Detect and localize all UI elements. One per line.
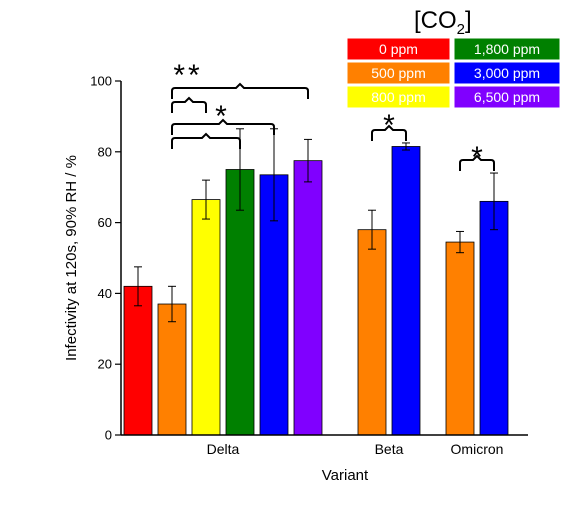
significance-layer: *** ** — [171, 59, 495, 174]
bar-beta-500ppm — [357, 229, 387, 436]
bar-delta-6500ppm — [293, 160, 323, 436]
significance-bracket: * — [371, 109, 407, 142]
legend-swatch — [453, 37, 561, 61]
significance-label: ** — [173, 59, 202, 92]
legend-swatch — [453, 85, 561, 109]
y-tick-label: 0 — [105, 428, 112, 443]
legend-swatch — [346, 61, 451, 85]
error-bar — [490, 172, 498, 231]
error-bar — [402, 142, 410, 151]
legend-label: 0 ppm — [379, 41, 418, 57]
bar-delta-1800ppm — [225, 169, 255, 436]
category-label-beta: Beta — [375, 441, 404, 457]
error-bar — [368, 209, 376, 250]
legend-label: 1,800 ppm — [474, 41, 540, 57]
legend-entry: 3,000 ppm — [453, 61, 561, 85]
legend-swatch — [346, 85, 451, 109]
y-tick-label: 60 — [98, 215, 112, 230]
y-axis-title: Infectivity at 120s, 90% RH / % — [63, 155, 80, 361]
bar-delta-0ppm — [123, 285, 153, 436]
legend-entry: 0 ppm — [346, 37, 451, 61]
legend-swatch — [453, 61, 561, 85]
legend: [CO2] 0 ppm 1,800 ppm 500 ppm 3,000 ppm 800 … — [346, 7, 561, 109]
significance-label: * — [215, 100, 227, 133]
significance-label: * — [471, 141, 483, 174]
legend-entry: 6,500 ppm — [453, 85, 561, 109]
legend-title-end: ] — [465, 7, 472, 34]
category-label-omicron: Omicron — [451, 441, 504, 457]
bars-layer — [123, 146, 509, 436]
legend-title: [CO2] — [414, 7, 472, 38]
bar-omicron-500ppm — [445, 241, 475, 436]
error-bar — [456, 230, 464, 254]
legend-entry: 500 ppm — [346, 61, 451, 85]
axes-layer — [120, 81, 528, 436]
significance-bracket: * — [459, 141, 495, 174]
legend-label: 3,000 ppm — [474, 65, 540, 81]
significance-bracket — [171, 132, 241, 149]
bar-delta-800ppm — [191, 199, 221, 436]
error-bar — [304, 138, 312, 183]
significance-bracket: * — [171, 100, 275, 135]
bar-beta-3000ppm — [391, 146, 421, 436]
legend-label: 6,500 ppm — [474, 89, 540, 105]
y-tick-label: 100 — [90, 74, 112, 89]
y-ticks-layer: 0 20 40 60 80 100 — [90, 74, 121, 443]
legend-entry: 800 ppm — [346, 85, 451, 109]
legend-swatch — [346, 37, 451, 61]
legend-label: 500 ppm — [371, 65, 425, 81]
significance-bracket — [171, 96, 207, 113]
y-tick-label: 80 — [98, 144, 112, 159]
bar-delta-500ppm — [157, 303, 187, 436]
y-tick-label: 20 — [98, 357, 112, 372]
bar-omicron-3000ppm — [479, 200, 509, 436]
legend-entries: 0 ppm 1,800 ppm 500 ppm 3,000 ppm 800 ppm 6,5… — [346, 37, 561, 109]
significance-bracket: ** — [171, 59, 309, 99]
significance-label: * — [383, 109, 395, 142]
legend-entry: 1,800 ppm — [453, 37, 561, 61]
category-label-delta: Delta — [207, 441, 240, 457]
error-bar — [168, 285, 176, 323]
legend-title-main: [CO — [414, 7, 457, 34]
category-labels-layer: Delta Beta Omicron — [207, 441, 504, 457]
legend-label: 800 ppm — [371, 89, 425, 105]
error-bar — [202, 179, 210, 220]
error-bars-layer — [134, 128, 498, 323]
legend-title-sub: 2 — [457, 21, 465, 38]
y-tick-label: 40 — [98, 286, 112, 301]
error-bar — [134, 266, 142, 307]
x-axis-title: Variant — [322, 467, 369, 484]
